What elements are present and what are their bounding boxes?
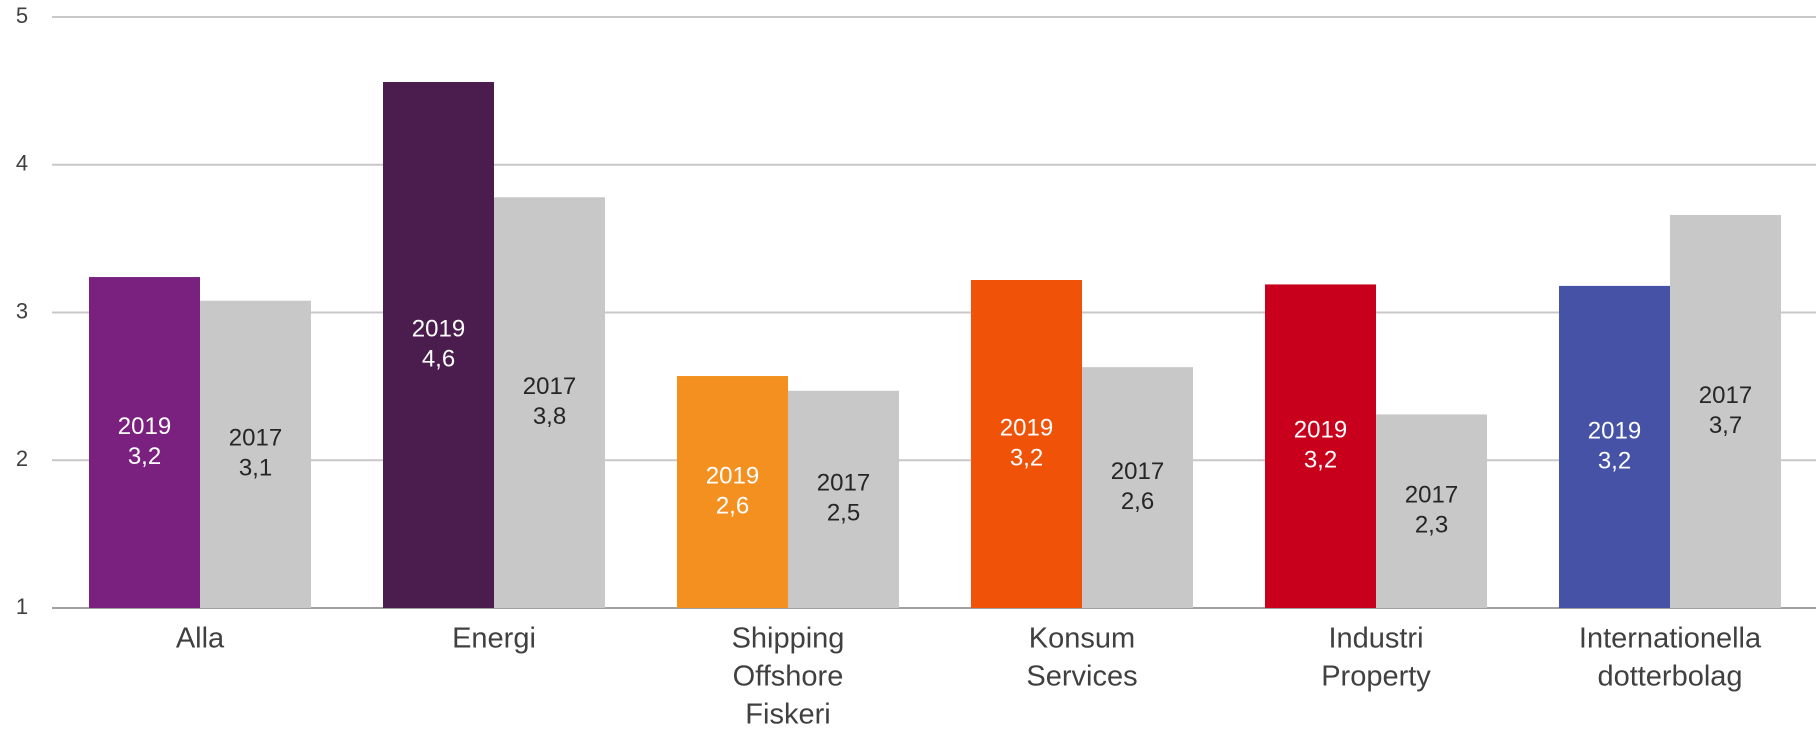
bar xyxy=(89,277,200,608)
y-tick-label: 4 xyxy=(16,151,28,176)
data-label: 2,3 xyxy=(1415,512,1448,539)
y-tick-label: 2 xyxy=(16,446,28,471)
data-label-series: 2019 xyxy=(412,315,465,342)
data-label-series: 2019 xyxy=(706,462,759,489)
data-label-series: 2019 xyxy=(1000,414,1053,441)
x-tick-label: Alla xyxy=(176,623,225,655)
data-label-series: 2019 xyxy=(1294,417,1347,444)
data-label: 3,8 xyxy=(533,403,566,430)
data-label-series: 2017 xyxy=(1699,382,1752,409)
y-tick-label: 1 xyxy=(16,594,28,619)
bar xyxy=(677,376,788,608)
bar xyxy=(971,279,1082,608)
data-label: 2,6 xyxy=(1121,488,1154,515)
bar xyxy=(1559,285,1670,608)
data-label: 3,2 xyxy=(1010,444,1043,471)
data-label-series: 2019 xyxy=(118,413,171,440)
data-label: 3,2 xyxy=(1598,447,1631,474)
data-label: 2,5 xyxy=(827,500,860,527)
bar xyxy=(383,82,494,608)
data-label: 3,2 xyxy=(128,443,161,470)
data-label-series: 2017 xyxy=(229,425,282,452)
x-tick-label: Industri xyxy=(1328,623,1423,655)
x-tick-label: Energi xyxy=(452,623,536,655)
data-label: 4,6 xyxy=(422,345,455,372)
data-label-series: 2017 xyxy=(1111,458,1164,485)
data-label-series: 2017 xyxy=(817,470,870,497)
data-label: 3,7 xyxy=(1709,412,1742,439)
bar xyxy=(788,390,899,608)
bar xyxy=(494,197,605,608)
data-label: 3,1 xyxy=(239,455,272,482)
data-label: 2,6 xyxy=(716,492,749,519)
x-tick-label: Shipping xyxy=(732,623,845,655)
bar xyxy=(1265,284,1376,608)
x-tick-label: Konsum xyxy=(1029,623,1135,655)
x-tick-label: Property xyxy=(1321,661,1431,693)
x-tick-label: Services xyxy=(1026,661,1137,693)
bar xyxy=(1670,214,1781,609)
x-tick-label: Offshore xyxy=(733,661,844,693)
data-label-series: 2019 xyxy=(1588,417,1641,444)
data-label: 3,2 xyxy=(1304,447,1337,474)
bar xyxy=(200,300,311,608)
bar xyxy=(1082,367,1193,608)
x-tick-label: dotterbolag xyxy=(1597,661,1742,693)
y-tick-label: 3 xyxy=(16,298,28,323)
x-tick-label: Internationella xyxy=(1579,623,1762,655)
x-tick-label: Fiskeri xyxy=(745,699,830,730)
data-label-series: 2017 xyxy=(523,373,576,400)
data-label-series: 2017 xyxy=(1405,482,1458,509)
y-tick-label: 5 xyxy=(16,3,28,28)
bar xyxy=(1376,414,1487,608)
